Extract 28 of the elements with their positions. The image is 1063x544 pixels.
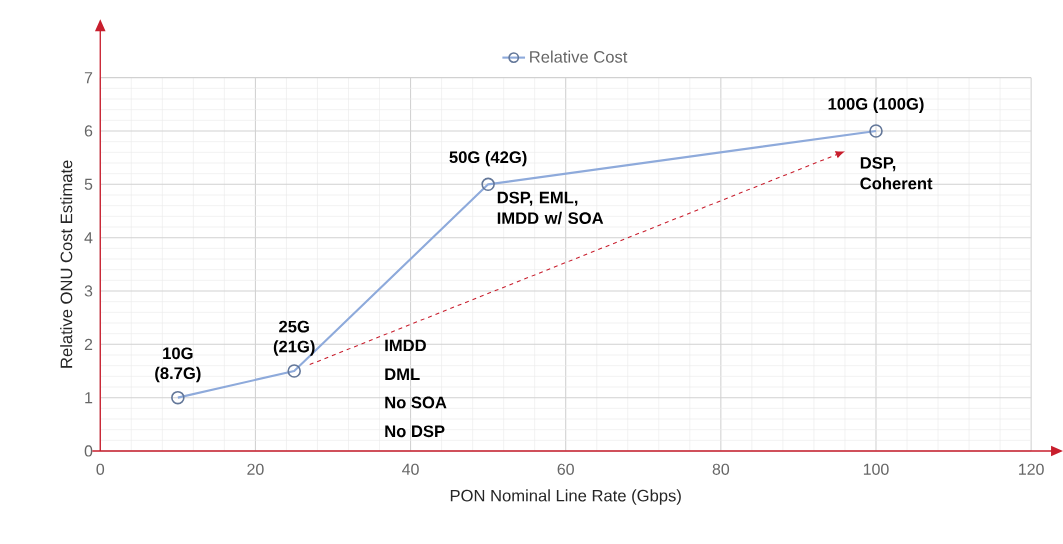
x-tick-label: 60 bbox=[557, 463, 574, 476]
annotation: DSP, Coherent bbox=[860, 157, 933, 190]
annotation: 10G (8.7G) bbox=[155, 347, 201, 383]
annotation: DML bbox=[385, 368, 420, 381]
annotation: IMDD bbox=[385, 339, 426, 352]
annotation: No SOA bbox=[385, 396, 447, 409]
annotation: No DSP bbox=[385, 425, 445, 438]
x-tick-label: 80 bbox=[712, 463, 730, 476]
x-axis-title: PON Nominal Line Rate (Gbps) bbox=[450, 489, 681, 506]
x-tick-label: 120 bbox=[1019, 463, 1044, 476]
annotation: 100G (100G) bbox=[828, 97, 924, 114]
y-tick-label: 6 bbox=[84, 125, 93, 137]
annotation: 50G (42G) bbox=[449, 151, 527, 167]
y-tick-label: 5 bbox=[84, 178, 93, 191]
y-tick-label: 0 bbox=[84, 445, 93, 457]
x-tick-label: 20 bbox=[247, 463, 264, 476]
annotation: DSP, EML, IMDD w/ SOA bbox=[497, 191, 604, 225]
legend-label: Relative Cost bbox=[530, 50, 628, 63]
annotation: 25G (21G) bbox=[273, 320, 315, 356]
x-tick-label: 0 bbox=[96, 463, 105, 476]
y-axis-title: Relative ONU Cost Estimate bbox=[60, 160, 73, 368]
y-tick-label: 7 bbox=[84, 72, 93, 84]
y-tick-label: 2 bbox=[84, 338, 93, 351]
y-tick-label: 1 bbox=[85, 392, 93, 404]
y-tick-label: 4 bbox=[84, 232, 93, 244]
y-tick-label: 3 bbox=[84, 285, 93, 297]
x-tick-label: 100 bbox=[863, 463, 889, 476]
x-tick-label: 40 bbox=[402, 463, 419, 476]
